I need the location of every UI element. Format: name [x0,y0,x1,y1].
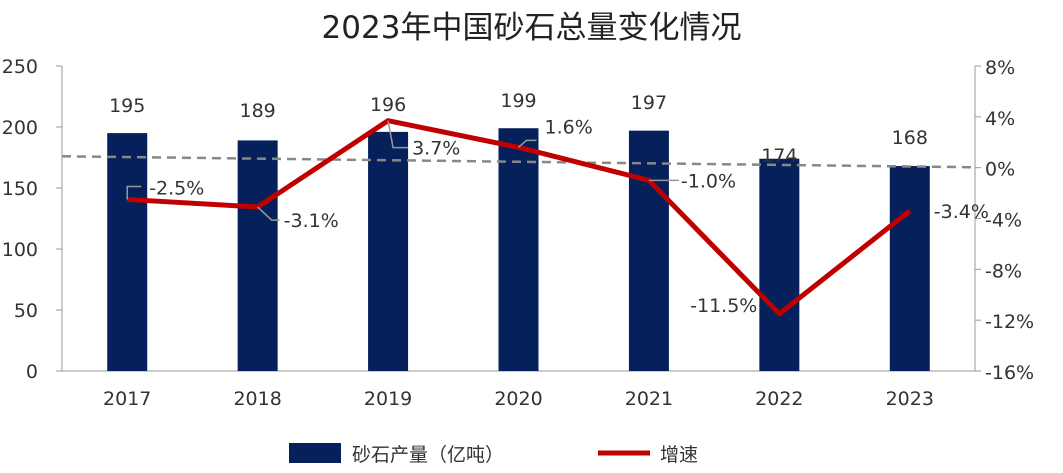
x-tick-label: 2017 [103,388,151,410]
growth-value-label: -11.5% [690,295,757,317]
bar [889,166,930,371]
growth-value-label: -3.4% [934,201,989,223]
bar-value-label: 174 [761,145,797,167]
bar-value-label: 199 [500,90,536,112]
x-tick-label: 2018 [233,388,281,410]
left-tick-label: 200 [2,117,38,139]
label-leader [126,185,142,200]
label-leader [257,206,280,221]
growth-value-label: -3.1% [284,210,339,232]
bar-value-label: 189 [240,100,276,122]
left-tick-label: 100 [2,239,38,261]
legend-bar-label: 砂石产量（亿吨） [352,444,504,466]
left-tick-label: 50 [14,300,38,322]
bar-value-label: 195 [109,95,145,117]
left-tick-label: 0 [26,361,38,383]
bar [237,140,278,371]
bar-value-label: 196 [370,94,406,116]
bar [628,130,669,371]
x-tick-label: 2020 [494,388,542,410]
right-tick-label: 8% [985,57,1015,79]
chart-title: 2023年中国砂石总量变化情况 [321,10,742,46]
growth-value-label: 1.6% [545,116,593,138]
bar-value-label: 168 [892,127,928,149]
growth-value-label: -2.5% [149,177,204,199]
legend-line-label: 增速 [660,444,698,466]
legend-bar-swatch [289,443,341,463]
bar-value-label: 197 [631,92,667,114]
label-leader [387,120,409,149]
x-tick-label: 2023 [886,388,934,410]
right-tick-label: 4% [985,108,1015,130]
right-tick-label: -12% [985,311,1034,333]
right-tick-label: -8% [985,260,1022,282]
left-tick-label: 150 [2,178,38,200]
growth-value-label: -1.0% [681,170,736,192]
bar [107,133,148,371]
bar [368,131,409,371]
bar [498,128,539,371]
right-tick-label: -4% [985,210,1022,232]
x-tick-label: 2021 [625,388,673,410]
right-tick-label: 0% [985,159,1015,181]
x-tick-label: 2022 [755,388,803,410]
right-tick-label: -16% [985,362,1034,384]
left-tick-label: 250 [2,56,38,78]
reference-line [61,155,976,169]
label-leader [518,139,537,148]
bar [759,158,800,371]
growth-value-label: 3.7% [412,138,460,160]
x-tick-label: 2019 [364,388,412,410]
